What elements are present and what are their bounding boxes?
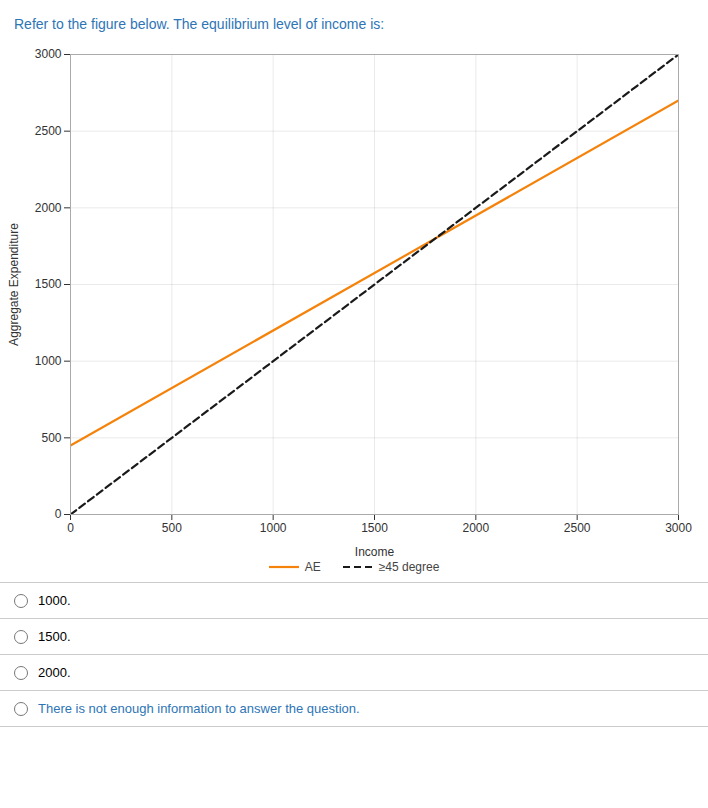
svg-text:0: 0 — [55, 507, 62, 521]
svg-text:2000: 2000 — [462, 521, 489, 535]
svg-text:2500: 2500 — [35, 124, 62, 138]
svg-text:500: 500 — [162, 521, 182, 535]
svg-text:3000: 3000 — [35, 47, 62, 61]
svg-text:1500: 1500 — [35, 277, 62, 291]
html-text:There is not enough informatio: There is not enough information to answe… — [38, 701, 360, 716]
svg-text:2500: 2500 — [564, 521, 591, 535]
html-text:Refer to the figure below. The: Refer to the figure below. The equilibri… — [14, 16, 385, 32]
html-text:2000.: 2000. — [38, 665, 71, 680]
html-text:1500.: 1500. — [38, 629, 71, 644]
svg-text:500: 500 — [41, 431, 61, 445]
svg-text:1500: 1500 — [361, 521, 388, 535]
svg-text:Aggregate Expenditure: Aggregate Expenditure — [7, 223, 21, 346]
svg-text:1000: 1000 — [260, 521, 287, 535]
svg-text:0: 0 — [67, 521, 74, 535]
svg-text:2000: 2000 — [35, 201, 62, 215]
svg-text:Income: Income — [355, 545, 395, 559]
svg-text:3000: 3000 — [665, 521, 692, 535]
html-text:AE: AE — [304, 560, 321, 574]
html-text:≥45 degree: ≥45 degree — [378, 560, 440, 574]
svg-text:1000: 1000 — [35, 354, 62, 368]
html-text:1000.: 1000. — [38, 593, 71, 608]
